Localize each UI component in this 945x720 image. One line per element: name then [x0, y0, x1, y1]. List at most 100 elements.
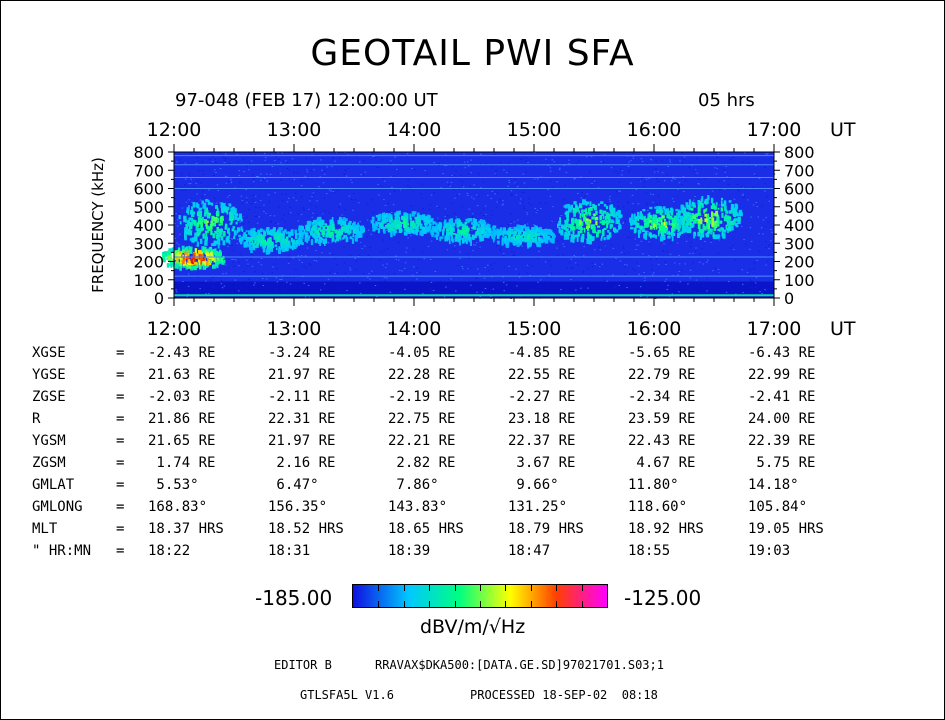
param-value: 156.35°: [268, 499, 328, 515]
x-unit-label-bottom: UT: [830, 318, 856, 340]
param-row-label: GMLONG: [32, 499, 83, 515]
param-row-equals: =: [116, 433, 125, 449]
y-tick-label-right: 400: [784, 216, 815, 235]
param-value: -2.03 RE: [148, 389, 216, 405]
y-tick-label-left: 700: [133, 161, 164, 180]
param-value: 2.82 RE: [388, 455, 456, 471]
y-tick-label-right: 800: [784, 143, 815, 162]
colorbar-tick: [530, 585, 532, 591]
colorbar-tick: [403, 601, 405, 607]
param-value: 18:31: [268, 543, 311, 559]
colorbar-tick: [378, 585, 380, 591]
param-value: 5.75 RE: [748, 455, 816, 471]
param-row-equals: =: [116, 455, 125, 471]
param-value: 118.60°: [628, 499, 688, 515]
colorbar-tick: [480, 585, 481, 591]
x-tick-label-bottom: 17:00: [747, 318, 802, 340]
param-value: 7.86°: [388, 477, 439, 493]
param-value: -5.65 RE: [628, 345, 696, 361]
processed-label: PROCESSED 18-SEP-02 08:18: [470, 688, 658, 702]
param-value: 21.97 RE: [268, 433, 336, 449]
param-row-equals: =: [116, 499, 125, 515]
param-value: 18.52 HRS: [268, 521, 344, 537]
emission-blob: [430, 217, 497, 246]
param-row-label: " HR:MN: [32, 543, 92, 559]
x-tick-label-bottom: 15:00: [507, 318, 562, 340]
duration-label: 05 hrs: [698, 90, 755, 111]
x-tick-label-top: 14:00: [387, 119, 442, 141]
colorbar-tick: [581, 601, 583, 607]
param-row-label: YGSE: [32, 367, 66, 383]
param-value: 23.59 RE: [628, 411, 696, 427]
y-tick-label-left: 800: [133, 143, 164, 162]
param-value: -2.19 RE: [388, 389, 456, 405]
param-value: 22.31 RE: [268, 411, 336, 427]
param-value: 18.37 HRS: [148, 521, 224, 537]
param-value: 14.18°: [748, 477, 799, 493]
y-tick-label-right: 100: [784, 271, 815, 290]
param-value: -4.05 RE: [388, 345, 456, 361]
x-tick-label-top: 15:00: [507, 119, 562, 141]
colorbar-tick: [505, 585, 507, 591]
param-value: 21.63 RE: [148, 367, 216, 383]
param-value: -4.85 RE: [508, 345, 576, 361]
y-tick-label-left: 500: [133, 198, 164, 217]
emission-blob: [490, 224, 556, 249]
param-value: 22.21 RE: [388, 433, 456, 449]
colorbar-tick: [505, 601, 507, 607]
param-value: -2.41 RE: [748, 389, 816, 405]
colorbar-tick: [429, 585, 431, 591]
param-value: -2.34 RE: [628, 389, 696, 405]
x-tick-label-top: 12:00: [147, 119, 202, 141]
param-value: 22.43 RE: [628, 433, 696, 449]
data-path-label: RRAVAX$DKA500:[DATA.GE.SD]97021701.S03;1: [375, 658, 664, 672]
colorbar-tick: [454, 585, 456, 591]
emission-blob: [676, 195, 743, 240]
param-value: 5.53°: [148, 477, 199, 493]
param-row-label: MLT: [32, 521, 58, 537]
param-value: 1.74 RE: [148, 455, 216, 471]
colorbar-unit-label: dBV/m/√Hz: [420, 616, 526, 638]
colorbar-tick: [556, 585, 558, 591]
x-unit-label-top: UT: [830, 119, 856, 141]
param-value: 18.79 HRS: [508, 521, 584, 537]
y-tick-label-right: 300: [784, 234, 815, 253]
param-value: 4.67 RE: [628, 455, 696, 471]
colorbar-tick: [454, 601, 456, 607]
param-row-label: XGSE: [32, 345, 66, 361]
param-value: 168.83°: [148, 499, 208, 515]
param-value: 6.47°: [268, 477, 319, 493]
param-value: 11.80°: [628, 477, 679, 493]
param-row-equals: =: [116, 411, 125, 427]
param-value: 19:03: [748, 543, 791, 559]
plot-title: GEOTAIL PWI SFA: [310, 33, 635, 74]
param-value: 22.79 RE: [628, 367, 696, 383]
param-value: 18:22: [148, 543, 191, 559]
colorbar-tick: [429, 601, 431, 607]
colorbar-tick: [581, 585, 583, 591]
emission-blob: [298, 216, 365, 246]
y-tick-label-left: 400: [133, 216, 164, 235]
version-label: GTLSFA5L V1.6: [300, 688, 394, 702]
y-tick-label-right: 200: [784, 253, 815, 272]
emission-blob: [557, 199, 623, 245]
param-value: -2.11 RE: [268, 389, 336, 405]
param-value: 9.66°: [508, 477, 559, 493]
x-tick-label-top: 13:00: [267, 119, 322, 141]
x-tick-label-bottom: 13:00: [267, 318, 322, 340]
param-value: 143.83°: [388, 499, 448, 515]
param-value: 19.05 HRS: [748, 521, 824, 537]
param-value: 2.16 RE: [268, 455, 336, 471]
param-value: 22.37 RE: [508, 433, 576, 449]
y-tick-label-left: 0: [154, 289, 164, 308]
colorbar-tick: [480, 601, 481, 607]
param-value: 18.65 HRS: [388, 521, 464, 537]
emission-blob: [162, 245, 226, 271]
low-frequency-band: [174, 281, 774, 298]
param-value: 131.25°: [508, 499, 568, 515]
param-value: 22.99 RE: [748, 367, 816, 383]
param-row-equals: =: [116, 345, 125, 361]
param-row-label: ZGSM: [32, 455, 66, 471]
param-row-label: R: [32, 411, 41, 427]
